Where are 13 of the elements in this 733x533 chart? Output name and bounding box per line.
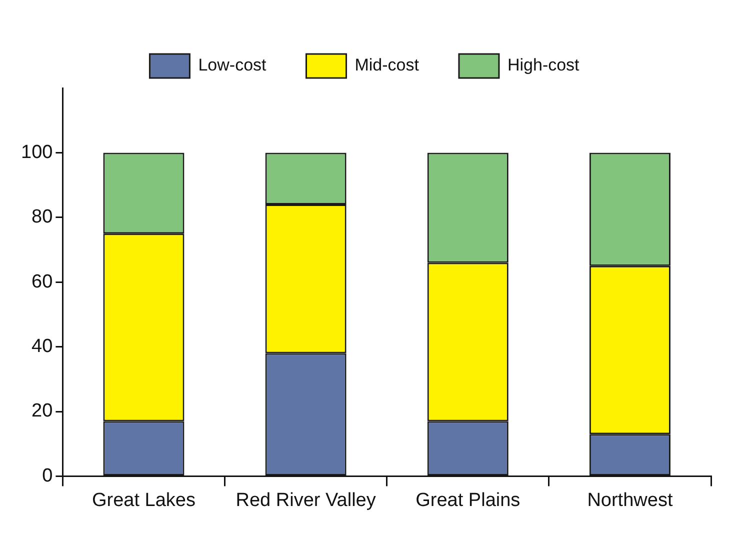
legend-label: Mid-cost	[354, 56, 420, 75]
y-tick-label: 40	[32, 336, 53, 358]
x-tick-label: Great Lakes	[92, 490, 196, 511]
y-tick-label: 60	[32, 271, 53, 292]
y-tick-label: 20	[32, 400, 53, 422]
y-tick-label: 80	[32, 206, 53, 228]
y-tick-label: 0	[42, 465, 53, 486]
legend-label: High-cost	[507, 56, 580, 75]
legend-label: Low-cost	[198, 56, 267, 75]
x-tick-label: Great Plains	[416, 490, 520, 511]
x-tick-label: Northwest	[587, 490, 674, 511]
y-tick-label: 100	[21, 142, 53, 163]
x-tick-label: Red River Valley	[236, 490, 376, 511]
